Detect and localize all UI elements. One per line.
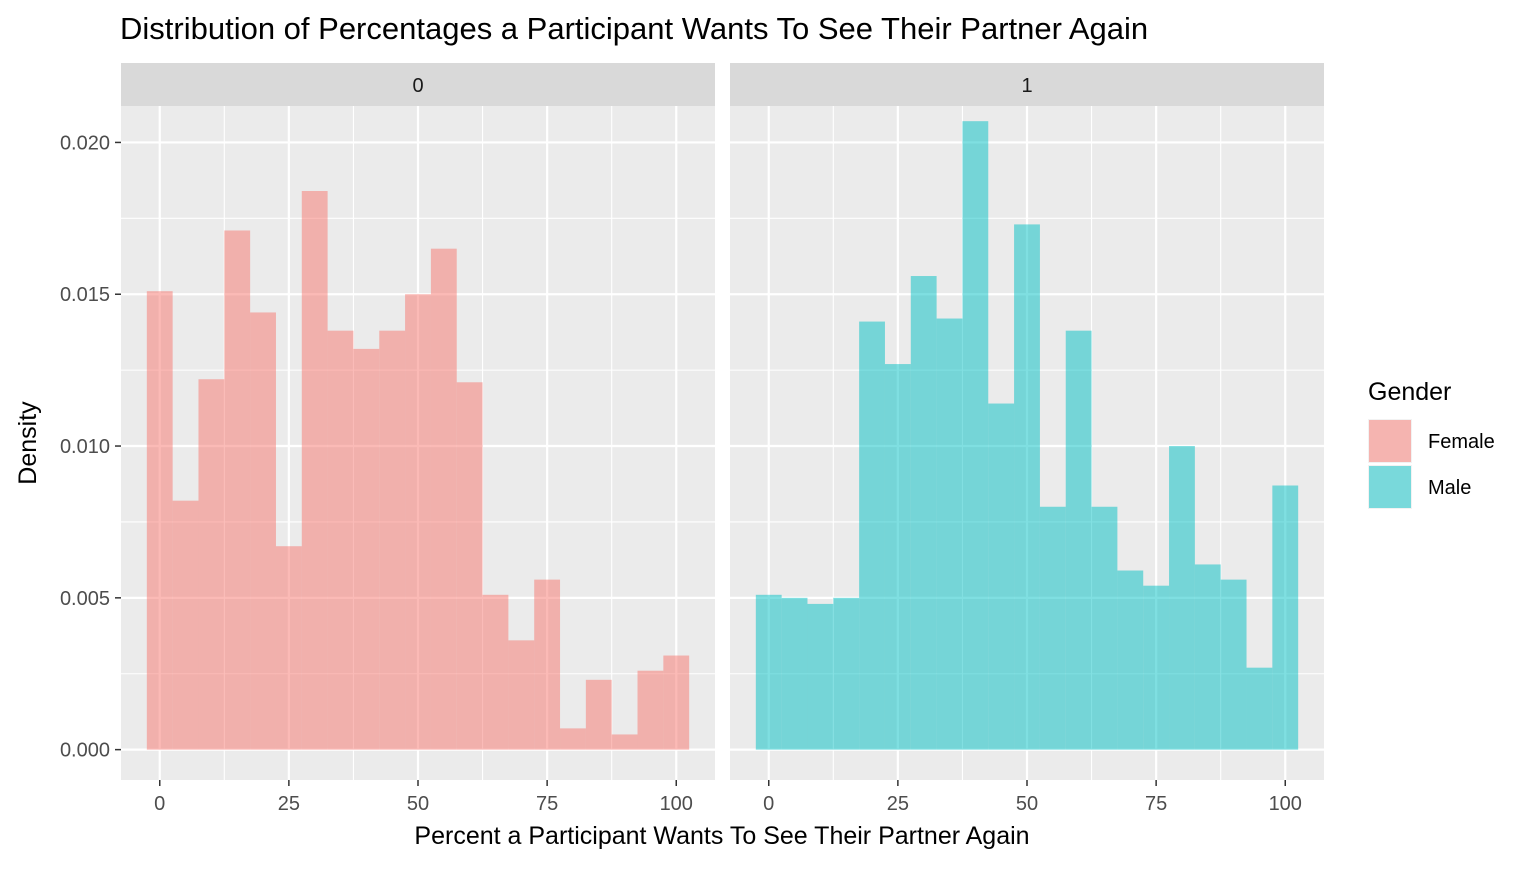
y-tick-label: 0.015	[60, 284, 110, 306]
histogram-bar	[379, 330, 406, 750]
x-tick-label: 75	[536, 793, 558, 815]
y-tick-label: 0.010	[60, 436, 110, 458]
facet-panel-0: 0 0 25 50 75 100	[121, 63, 715, 815]
histogram-bar	[146, 291, 173, 750]
legend-key-swatch	[1369, 420, 1411, 462]
facet-strip	[121, 63, 715, 106]
y-tick-label: 0.000	[60, 740, 110, 762]
histogram-bar	[1194, 564, 1221, 750]
histogram-bar	[224, 230, 251, 750]
x-tick-label: 25	[278, 793, 300, 815]
histogram-bar	[198, 379, 225, 750]
chart-title: Distribution of Percentages a Participan…	[120, 11, 1148, 46]
x-tick-label: 0	[154, 793, 165, 815]
histogram-bar	[353, 348, 380, 750]
histogram-bar	[482, 594, 509, 750]
legend-label-male: Male	[1428, 477, 1471, 499]
histogram-bar	[637, 670, 664, 750]
histogram-bar	[936, 318, 963, 750]
histogram-bar	[327, 330, 354, 750]
y-axis: 0.000 0.005 0.010 0.015 0.020	[60, 132, 121, 762]
histogram-bar	[250, 312, 276, 750]
histogram-bar	[1091, 506, 1118, 750]
histogram-bar	[1272, 485, 1299, 750]
histogram-bar	[1246, 667, 1273, 750]
histogram-bar	[301, 191, 328, 750]
histogram-bar	[1117, 570, 1144, 750]
x-tick-label: 75	[1145, 793, 1167, 815]
histogram-bar	[859, 321, 885, 750]
histogram-bar	[988, 403, 1015, 750]
histogram-bar	[962, 121, 989, 750]
histogram-bar	[1039, 506, 1066, 750]
x-tick-label: 0	[763, 793, 774, 815]
histogram-bar	[1143, 585, 1170, 750]
histogram-bar	[508, 640, 535, 750]
histogram-bar	[585, 679, 612, 750]
x-tick-label: 100	[1269, 793, 1302, 815]
histogram-bar	[1169, 446, 1195, 750]
histogram-bar	[172, 500, 199, 750]
histogram-bar	[663, 655, 690, 750]
y-tick-label: 0.005	[60, 588, 110, 610]
histogram-bar	[534, 579, 561, 750]
x-tick-label: 50	[1016, 793, 1038, 815]
y-axis-label: Density	[14, 401, 42, 485]
histogram-bar	[1065, 330, 1092, 750]
x-axis-label: Percent a Participant Wants To See Their…	[414, 822, 1029, 850]
histogram-bar	[405, 294, 431, 750]
histogram-bar	[1220, 579, 1247, 750]
legend-key-swatch	[1369, 466, 1411, 508]
histogram-bar	[1014, 224, 1040, 750]
histogram-bar	[560, 728, 586, 750]
facet-strip-label: 1	[1021, 75, 1032, 97]
histogram-bar	[755, 594, 782, 750]
x-tick-label: 50	[407, 793, 429, 815]
histogram-bar	[833, 597, 860, 750]
x-tick-label: 25	[887, 793, 909, 815]
legend: Gender Female Male	[1368, 378, 1495, 509]
histogram-bar	[910, 276, 937, 750]
facet-strip	[730, 63, 1324, 106]
legend-title: Gender	[1368, 378, 1451, 406]
y-tick-label: 0.020	[60, 132, 110, 154]
histogram-bar	[884, 364, 911, 750]
histogram-bar	[611, 734, 638, 750]
legend-label-female: Female	[1428, 431, 1495, 453]
histogram-bar	[781, 597, 808, 750]
facet-panels: 0 0 25 50 75 100 1 0 25 50 75 100	[121, 63, 1324, 815]
facet-strip-label: 0	[412, 75, 423, 97]
x-tick-label: 100	[660, 793, 693, 815]
histogram-bar	[430, 248, 457, 750]
histogram-bar	[807, 603, 834, 750]
histogram-bar	[456, 382, 483, 750]
facet-panel-1: 1 0 25 50 75 100	[730, 63, 1324, 815]
histogram-bar	[275, 546, 302, 750]
